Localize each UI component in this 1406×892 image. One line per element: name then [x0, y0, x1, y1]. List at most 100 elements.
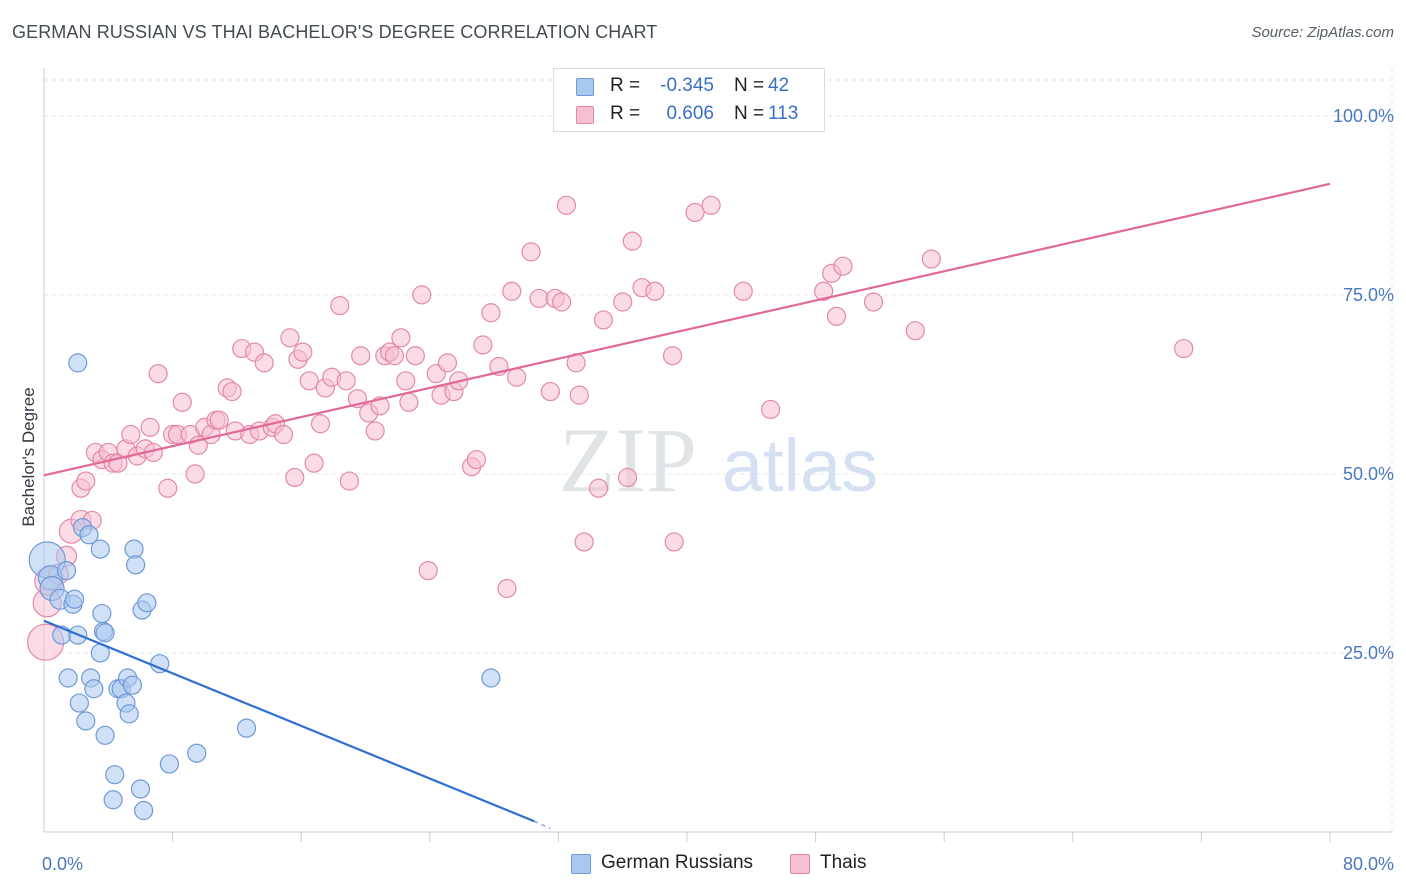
grid-lines: [44, 68, 1393, 832]
data-point: [617, 467, 638, 488]
x-tick-label: 80.0%: [1343, 854, 1394, 874]
legend-n-label: N =: [734, 75, 765, 96]
legend-n-value: 42: [768, 75, 790, 96]
data-point: [254, 353, 274, 373]
data-point: [685, 202, 705, 223]
data-point: [209, 410, 229, 430]
data-point: [502, 281, 522, 301]
data-point: [473, 335, 493, 355]
data-point: [172, 392, 192, 412]
data-point: [293, 342, 313, 362]
legend-n-value: 113: [768, 103, 799, 124]
tick-labels: 25.0% 50.0% 75.0% 100.0% 0.0% 80.0%: [42, 106, 1394, 874]
data-point: [569, 385, 589, 405]
data-point: [222, 381, 242, 402]
data-point: [701, 195, 721, 215]
data-point: [64, 589, 85, 609]
watermark-atlas: atlas: [722, 424, 878, 507]
data-point: [126, 555, 146, 575]
data-point: [1174, 338, 1194, 359]
axes: [43, 68, 1392, 842]
data-point: [826, 306, 847, 326]
data-point: [285, 467, 305, 488]
legend-n-label: N =: [734, 103, 765, 124]
data-point: [92, 603, 112, 624]
legend-row-thais: R = 0.606 N = 113: [554, 101, 824, 129]
data-point: [121, 424, 141, 445]
data-point: [236, 718, 257, 738]
data-point: [79, 525, 99, 545]
y-tick-label: 100.0%: [1333, 106, 1394, 126]
x-tick-label: 0.0%: [42, 854, 83, 874]
y-tick-label: 25.0%: [1343, 643, 1394, 663]
trend-line: [43, 619, 535, 823]
data-point: [733, 281, 753, 301]
data-point: [662, 346, 683, 366]
data-point: [370, 396, 390, 416]
data-point: [399, 392, 419, 412]
data-point: [481, 303, 501, 323]
data-point: [540, 381, 560, 402]
data-point: [122, 675, 143, 695]
data-point: [384, 346, 405, 366]
data-point: [299, 371, 319, 391]
series-legend-german-russians: German Russians: [571, 852, 771, 876]
data-point: [921, 249, 941, 269]
data-point: [556, 195, 577, 215]
data-point: [148, 364, 168, 384]
data-point: [76, 471, 96, 491]
trend-line-extension: [533, 820, 551, 830]
data-point: [529, 288, 549, 309]
data-point: [330, 296, 350, 316]
data-point: [574, 532, 594, 552]
data-point: [280, 328, 300, 348]
correlation-legend: R = -0.345 N = 42 R = 0.606 N = 113: [553, 68, 825, 132]
data-point: [119, 704, 139, 724]
watermark: ZIP atlas: [559, 409, 878, 511]
data-point: [664, 532, 684, 552]
data-point: [130, 779, 151, 799]
data-point: [158, 478, 178, 498]
legend-r-value: -0.345: [660, 75, 714, 96]
legend-r-value: 0.606: [666, 103, 714, 124]
data-point: [310, 414, 331, 434]
legend-r-label: R =: [610, 75, 641, 96]
legend-r-label: R =: [610, 103, 641, 124]
data-point: [58, 668, 78, 688]
data-point: [396, 371, 416, 391]
data-point: [76, 711, 96, 731]
chart-source: Source: ZipAtlas.com: [1251, 24, 1394, 41]
data-point: [418, 560, 438, 581]
data-point: [497, 578, 517, 599]
data-point: [68, 353, 88, 373]
legend-swatch-german-russians: [576, 78, 594, 96]
legend-row-german-russians: R = -0.345 N = 42: [554, 73, 824, 101]
data-point: [760, 399, 781, 420]
data-point: [304, 453, 324, 473]
data-point: [588, 478, 609, 498]
data-point: [159, 754, 179, 774]
data-point: [391, 328, 411, 348]
data-point: [95, 725, 115, 745]
y-axis-title: Bachelor's Degree: [19, 387, 38, 526]
data-point: [339, 471, 360, 491]
data-point: [622, 231, 642, 251]
series-swatch-german-russians: [571, 854, 591, 874]
y-tick-label: 50.0%: [1343, 464, 1394, 484]
data-point: [95, 623, 115, 643]
data-point: [336, 371, 356, 391]
chart-title: GERMAN RUSSIAN VS THAI BACHELOR'S DEGREE…: [12, 22, 658, 42]
data-point: [134, 800, 154, 821]
data-point: [137, 593, 157, 613]
data-point: [105, 765, 125, 785]
series-swatch-thais: [790, 854, 810, 874]
data-point: [103, 790, 123, 810]
data-point: [273, 424, 294, 445]
data-point: [84, 679, 104, 699]
trend-lines: [43, 182, 1331, 830]
data-point: [833, 256, 853, 276]
data-point: [185, 464, 205, 484]
data-point: [593, 310, 614, 330]
data-point: [507, 367, 527, 387]
